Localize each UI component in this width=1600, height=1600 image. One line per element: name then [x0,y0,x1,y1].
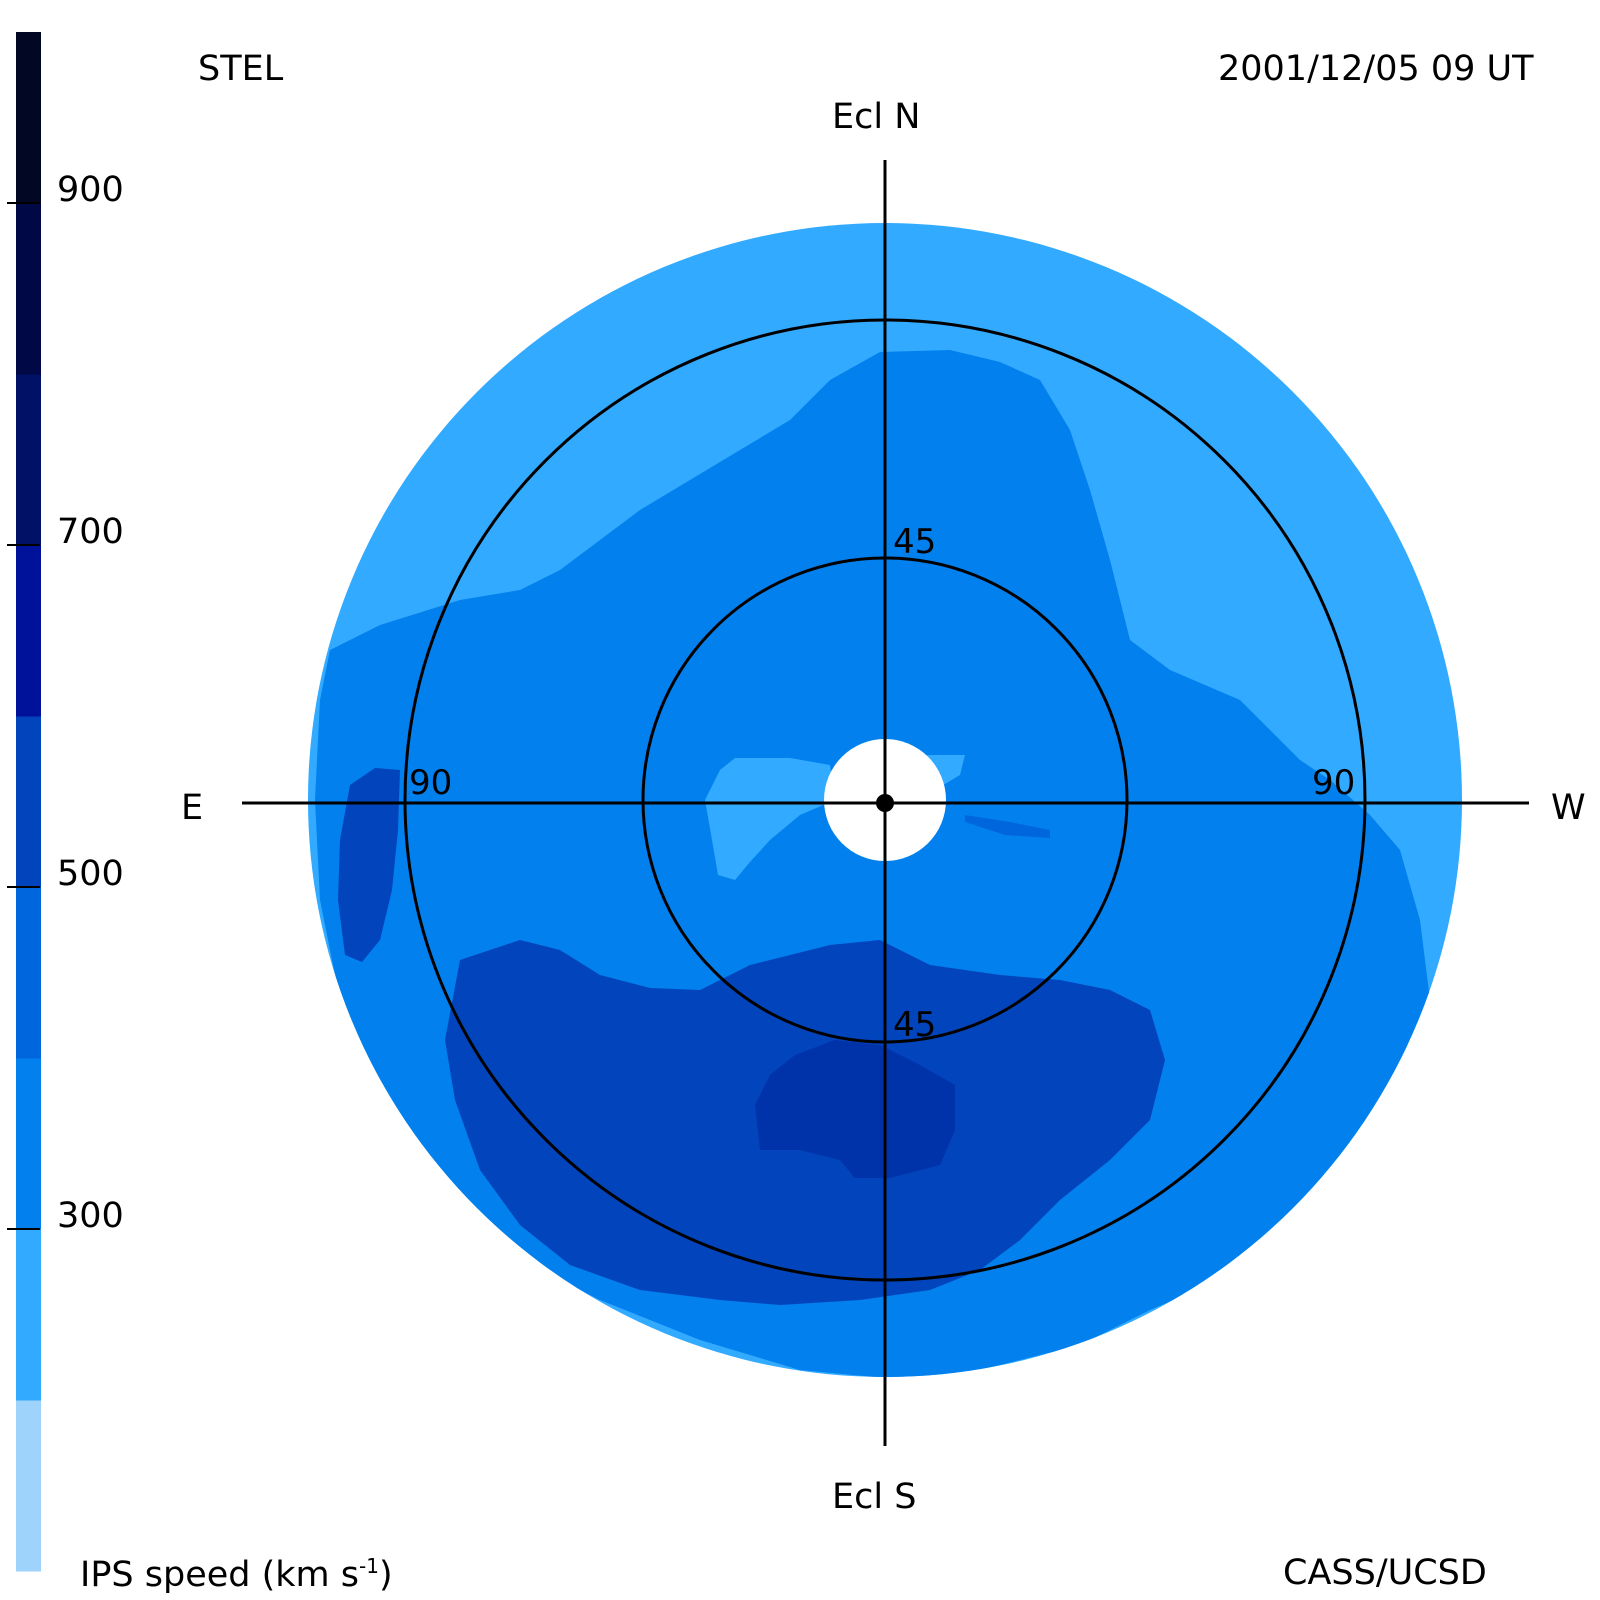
observatory-label: STEL [198,49,284,89]
colorbar-label-700: 700 [57,512,124,552]
ring-label-45-south: 45 [893,1005,937,1045]
colorbar-segment [16,374,41,546]
colorbar-title-exponent: -1 [359,1554,379,1578]
ecliptic-north-label: Ecl N [832,97,921,137]
disk-light-patch-center [705,758,835,880]
colorbar-label-900: 900 [57,170,124,210]
datetime-label: 2001/12/05 09 UT [1218,49,1534,89]
colorbar-segment [16,32,41,204]
colorbar [16,32,41,1572]
ring-label-45-north: 45 [893,522,937,562]
colorbar-title-close: ) [378,1555,393,1595]
colorbar-title: IPS speed (km s-1) [80,1556,393,1593]
colorbar-title-main: IPS speed (km s [80,1555,360,1595]
colorbar-label-500: 500 [57,854,124,894]
colorbar-ticks [7,202,40,1230]
sun-center-dot [876,794,894,812]
colorbar-segment [16,1058,41,1230]
ecliptic-south-label: Ecl S [832,1477,917,1517]
west-label: W [1551,788,1586,828]
colorbar-segment [16,716,41,888]
colorbar-segment [16,203,41,375]
ring-label-90-east: 90 [409,763,453,803]
colorbar-segment [16,1229,41,1401]
credit-label: CASS/UCSD [1283,1553,1487,1593]
colorbar-segment [16,545,41,717]
disk-dark-speed-east [338,768,400,962]
east-label: E [181,788,204,828]
colorbar-segment [16,887,41,1059]
colorbar-label-300: 300 [57,1196,124,1236]
disk-darker-streak [965,815,1050,838]
colorbar-segment [16,1400,41,1572]
disk-darker-speed-core [755,1040,955,1178]
ring-label-90-west: 90 [1312,763,1356,803]
